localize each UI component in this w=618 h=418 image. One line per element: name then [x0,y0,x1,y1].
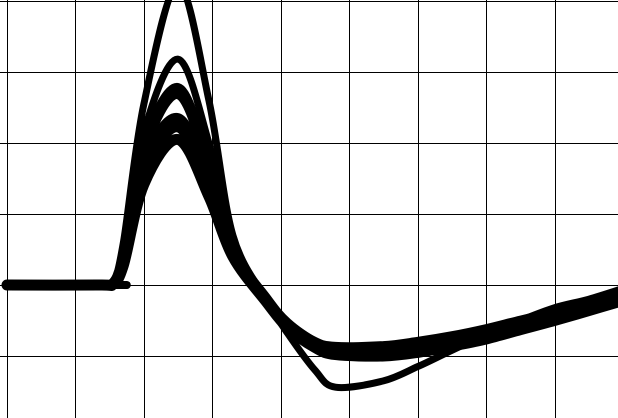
waveform-trace [3,0,618,392]
trace-group [1,0,618,392]
